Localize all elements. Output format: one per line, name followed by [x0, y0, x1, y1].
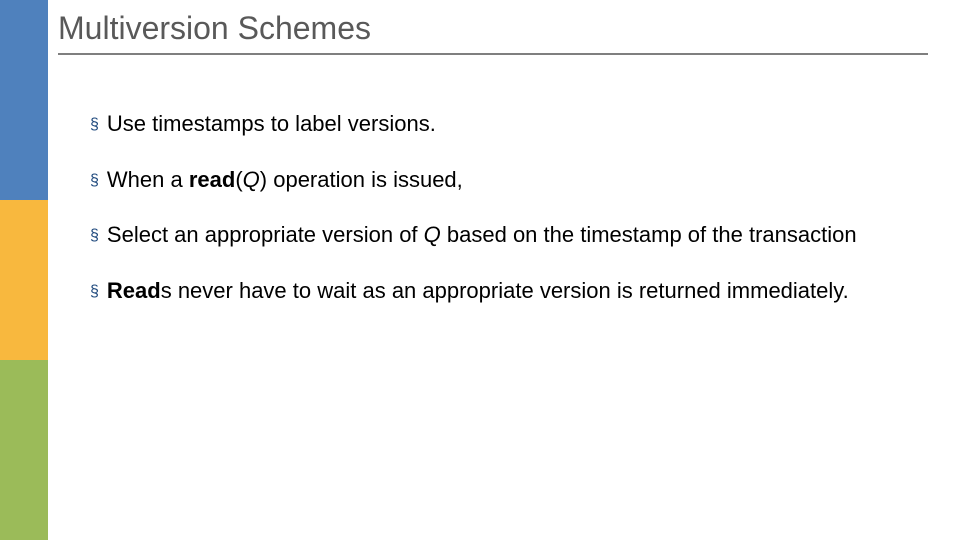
text-run: Use timestamps to label versions. — [107, 111, 436, 136]
bullet-text: Use timestamps to label versions. — [107, 110, 920, 138]
bullet-item: § Reads never have to wait as an appropri… — [90, 277, 920, 305]
bullet-marker: § — [90, 282, 99, 302]
bullet-marker: § — [90, 226, 99, 246]
title-underline — [58, 53, 928, 55]
bullet-list: § Use timestamps to label versions. § When … — [90, 110, 920, 332]
bold-run: Read — [107, 278, 161, 303]
text-run: When a — [107, 167, 189, 192]
text-run: ) operation is issued, — [260, 167, 463, 192]
title-area: Multiversion Schemes — [58, 10, 940, 55]
sidebar-segment-green — [0, 360, 48, 540]
text-run: Select an appropriate version of — [107, 222, 424, 247]
italic-run: Q — [243, 167, 260, 192]
bold-run: read — [189, 167, 235, 192]
bullet-item: § Use timestamps to label versions. — [90, 110, 920, 138]
bullet-item: § When a read(Q) operation is issued, — [90, 166, 920, 194]
slide-title: Multiversion Schemes — [58, 10, 940, 53]
sidebar-segment-orange — [0, 200, 48, 360]
bullet-text: Reads never have to wait as an appropria… — [107, 277, 920, 305]
bullet-text: Select an appropriate version of Q based… — [107, 221, 920, 249]
sidebar-color-strip — [0, 0, 48, 540]
text-run: s never have to wait as an appropriate v… — [161, 278, 849, 303]
bullet-item: § Select an appropriate version of Q base… — [90, 221, 920, 249]
text-run: based on the timestamp of the transactio… — [441, 222, 857, 247]
bullet-marker: § — [90, 115, 99, 135]
sidebar-segment-blue — [0, 0, 48, 200]
bullet-marker: § — [90, 171, 99, 191]
bullet-text: When a read(Q) operation is issued, — [107, 166, 920, 194]
text-run: ( — [235, 167, 242, 192]
italic-run: Q — [424, 222, 441, 247]
